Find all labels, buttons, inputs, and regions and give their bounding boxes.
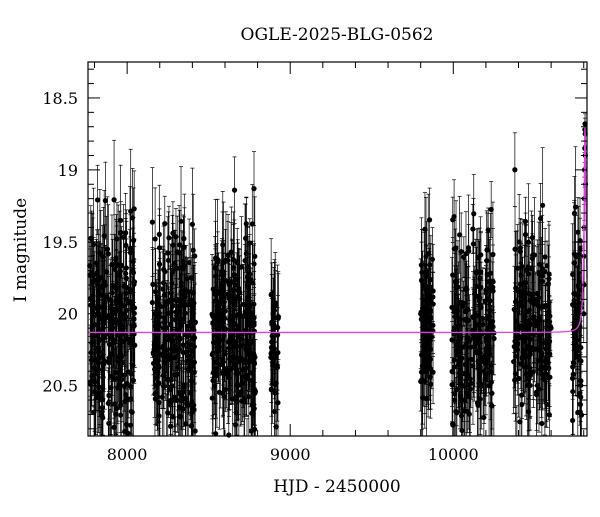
data-points (87, 114, 588, 438)
data-point (95, 165, 100, 234)
y-axis-label: I magnitude (11, 198, 31, 302)
data-point (170, 202, 175, 265)
data-point (512, 133, 517, 207)
data-point (492, 406, 496, 436)
data-point (245, 419, 249, 436)
data-point (523, 197, 528, 245)
y-tick-label: 20.5 (42, 377, 78, 396)
x-axis-label: HJD - 2450000 (273, 477, 401, 497)
y-tick-label: 20 (58, 305, 78, 324)
data-point (192, 229, 197, 283)
data-point (150, 250, 155, 320)
data-point (162, 196, 167, 251)
data-point (165, 217, 170, 289)
data-point (232, 157, 237, 223)
x-tick-label: 10000 (428, 445, 479, 464)
x-tick-label: 8000 (107, 445, 148, 464)
y-tick-label: 18.5 (42, 89, 78, 108)
y-tick-label: 19.5 (42, 233, 78, 252)
data-point (547, 384, 552, 436)
x-tick-label: 9000 (270, 445, 311, 464)
chart-title: OGLE-2025-BLG-0562 (241, 25, 434, 45)
y-tick-label: 19 (58, 161, 78, 180)
data-point (539, 400, 544, 436)
